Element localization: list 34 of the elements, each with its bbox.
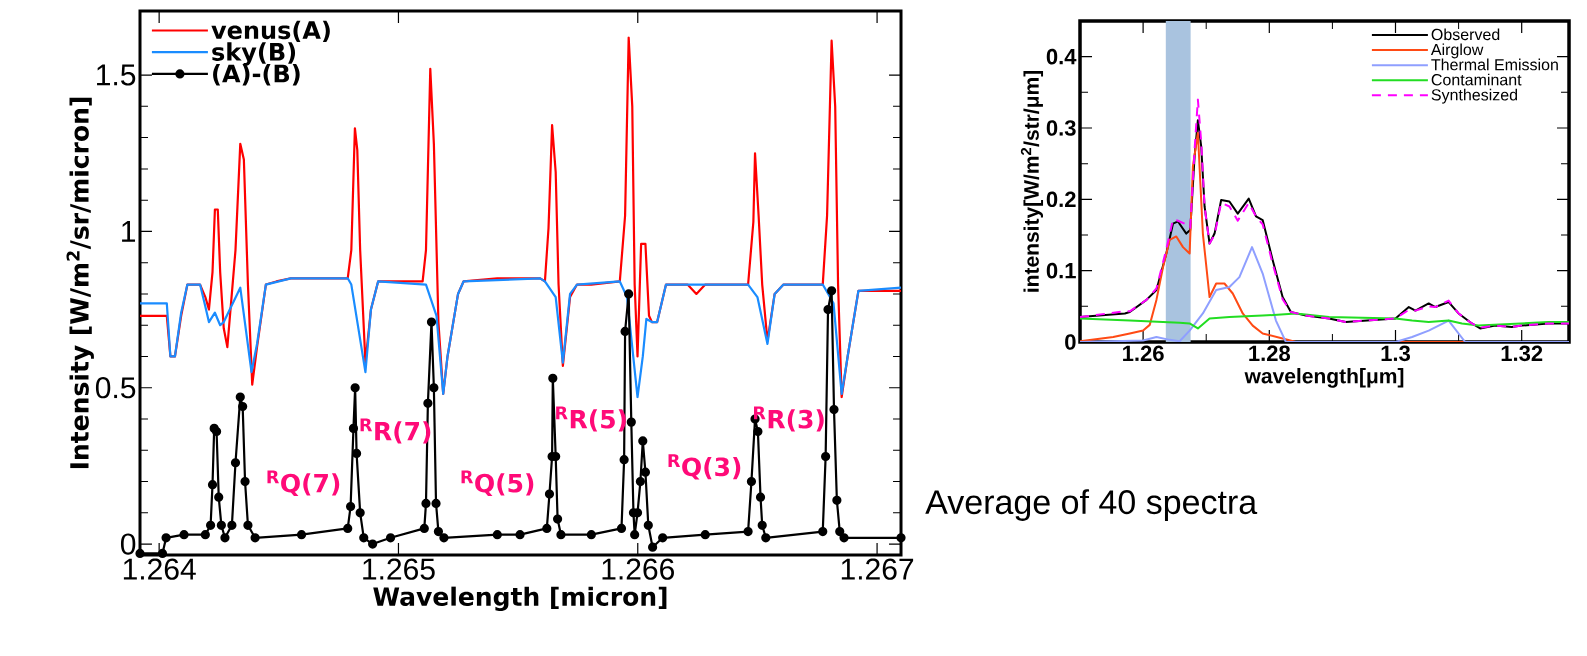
y-axis-title: intensity[W/m$^{2}$/str/μm] <box>1020 70 1044 292</box>
x-tick-label: 1.267 <box>841 558 914 580</box>
x-tick-label: 1.32 <box>1501 345 1543 362</box>
y-tick-label: 0.5 <box>95 377 136 399</box>
legend-label: Observed <box>1431 28 1500 41</box>
x-tick-label: 1.264 <box>123 558 196 580</box>
annotation: $^{R}$Q(5) <box>461 470 534 496</box>
y-axis-title: Intensity [W/m$^{2}$/sr/micron] <box>66 97 94 469</box>
y-tick-label: 0 <box>1065 334 1076 350</box>
x-axis-title: wavelength[μm] <box>1244 368 1404 388</box>
y-tick-label: 0.4 <box>1046 48 1077 65</box>
legend-label: Contaminant <box>1431 73 1522 86</box>
legend-label: venus(A) <box>211 20 330 43</box>
annotation: $^{R}$Q(3) <box>668 454 741 480</box>
x-axis-title: Wavelength [micron] <box>373 586 667 612</box>
y-tick-label: 0.3 <box>1046 120 1076 136</box>
text: Average of 40 spectra <box>925 489 1258 521</box>
annotation: $^{R}$R(3) <box>754 406 824 432</box>
x-tick-label: 1.3 <box>1381 345 1410 362</box>
legend-label: (A)-(B) <box>213 64 300 86</box>
annotation: $^{R}$Q(7) <box>267 470 340 496</box>
y-tick-label: 1.5 <box>97 64 136 86</box>
y-tick-label: 0.1 <box>1046 262 1076 279</box>
legend-label: sky(B) <box>212 42 296 66</box>
legend-label: Synthesized <box>1431 88 1518 104</box>
y-tick-label: 0 <box>120 533 136 555</box>
x-tick-label: 1.265 <box>363 558 435 580</box>
x-tick-label: 1.28 <box>1249 345 1291 362</box>
legend-label: Airglow <box>1430 43 1484 59</box>
y-tick-label: 0.2 <box>1046 191 1076 208</box>
x-tick-label: 1.26 <box>1123 345 1164 362</box>
x-tick-label: 1.266 <box>602 558 674 580</box>
legend-label: Thermal Emission <box>1431 58 1558 71</box>
y-tick-label: 1 <box>122 221 136 242</box>
